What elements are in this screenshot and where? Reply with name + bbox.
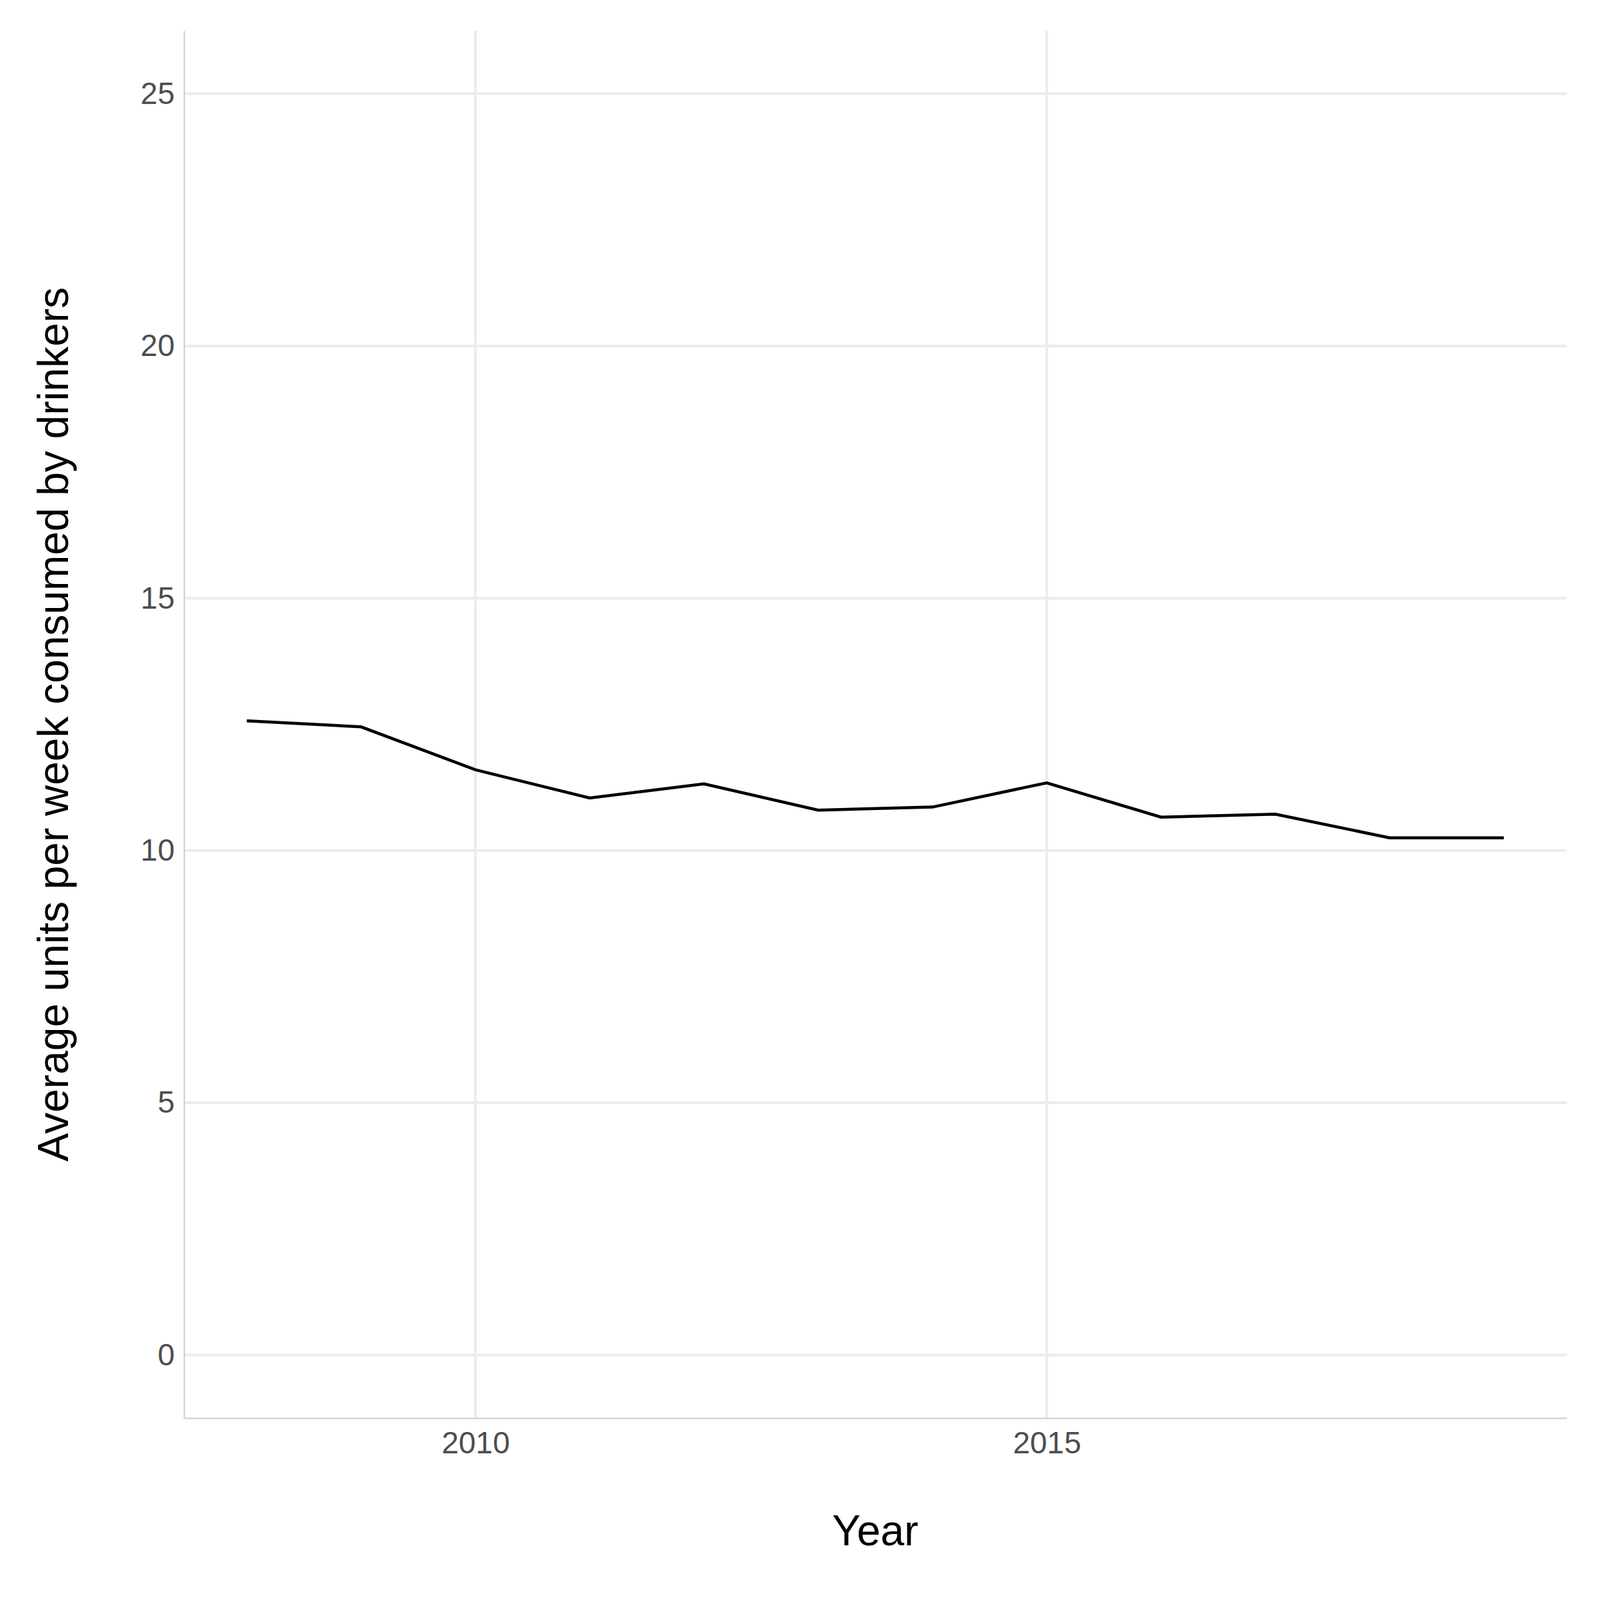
tick: 5: [157, 1084, 184, 1120]
tick: 15: [140, 580, 184, 616]
tick: 25: [140, 76, 184, 111]
tick-label: 2015: [1012, 1425, 1081, 1460]
grid-line: [184, 596, 1567, 600]
plot: 0 5 10 15 20 25 2010 2015: [140, 30, 1568, 1460]
chart: 0 5 10 15 20 25 2010 2015 Year Average units per …: [0, 0, 1600, 1600]
axis-line: [184, 1418, 1568, 1420]
tick-label: 0: [157, 1337, 175, 1372]
x-axis: 2010 2015: [184, 1418, 1568, 1460]
grid-line: [184, 92, 1567, 96]
line: [246, 720, 1504, 838]
tick-label: 5: [157, 1084, 175, 1120]
axis-line: [184, 31, 186, 1419]
grid-line: [184, 849, 1567, 852]
tick-label: 2010: [441, 1425, 510, 1460]
tick: 20: [140, 328, 184, 363]
marks: [246, 720, 1504, 838]
tick: 2010: [441, 1418, 510, 1460]
grid-line: [1045, 30, 1048, 1418]
y-axis-title: Average units per week consumed by drink…: [29, 287, 78, 1162]
tick: 10: [140, 832, 184, 868]
grid-line: [474, 30, 477, 1418]
tick-label: 20: [140, 328, 175, 363]
tick-label: 25: [140, 76, 175, 111]
tick: 0: [157, 1337, 184, 1372]
grid: [184, 30, 1567, 1418]
grid-line: [184, 344, 1567, 348]
tick: 2015: [1012, 1418, 1081, 1460]
grid-line: [184, 1353, 1567, 1356]
y-axis: 0 5 10 15 20 25: [140, 31, 185, 1419]
tick-label: 10: [140, 832, 175, 868]
x-axis-title: Year: [832, 1506, 918, 1555]
tick-label: 15: [140, 580, 175, 616]
grid-line: [184, 1101, 1567, 1104]
